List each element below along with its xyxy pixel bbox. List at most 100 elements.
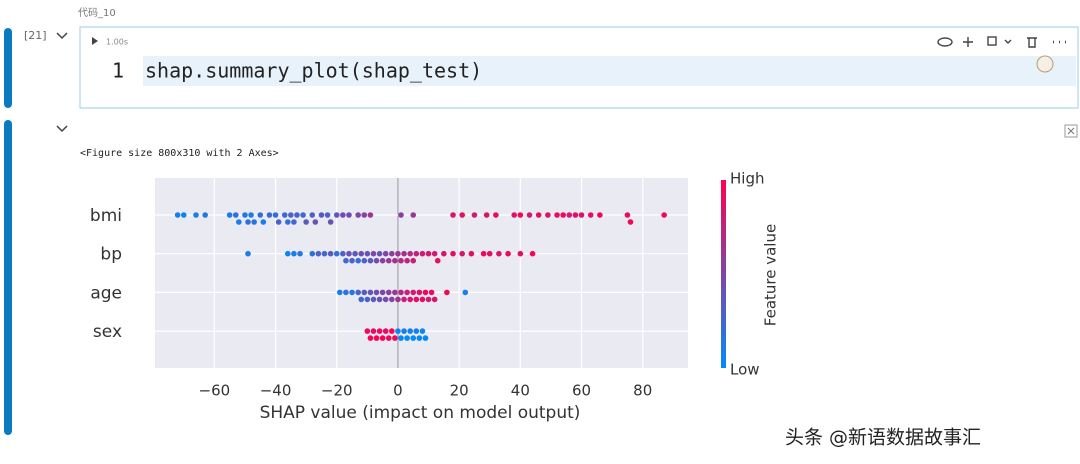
watermark: 头条 @新语数据故事汇	[785, 427, 981, 449]
dot	[284, 219, 291, 225]
dot	[370, 250, 377, 257]
dot	[419, 328, 426, 334]
dot	[202, 212, 208, 218]
dot	[364, 250, 371, 257]
dot	[517, 250, 524, 257]
dot	[493, 212, 499, 218]
dot	[349, 289, 355, 296]
dot	[468, 250, 475, 257]
dot	[480, 250, 487, 257]
dot	[385, 335, 392, 341]
dot	[349, 257, 355, 264]
dot	[343, 289, 349, 296]
dot	[364, 328, 371, 334]
dot	[361, 212, 368, 218]
dot	[572, 212, 579, 218]
dot	[232, 212, 239, 218]
output-bar	[4, 120, 12, 435]
dot	[431, 250, 438, 257]
dot	[300, 212, 306, 218]
dot	[382, 250, 389, 257]
x-tick-label: 60	[572, 382, 591, 400]
dot	[309, 212, 316, 218]
cell-label: 代码_10	[78, 7, 116, 19]
dot	[364, 296, 371, 303]
run-icon[interactable]	[92, 37, 98, 45]
dot	[389, 250, 395, 257]
dot	[174, 212, 181, 218]
dot	[333, 250, 340, 257]
dot	[281, 212, 288, 218]
dot	[266, 212, 273, 218]
dot	[333, 212, 340, 218]
dot	[462, 289, 469, 296]
dot	[459, 250, 465, 257]
dot	[471, 212, 478, 218]
dot	[376, 250, 383, 257]
dot	[431, 296, 438, 303]
dot	[661, 212, 667, 218]
assistant-icon[interactable]	[1036, 55, 1054, 73]
dot	[315, 250, 322, 257]
collapse-icon[interactable]	[56, 32, 68, 40]
dot	[496, 250, 502, 257]
dot	[450, 250, 456, 257]
dot	[358, 250, 365, 257]
dot	[398, 335, 404, 341]
line-number: 1	[112, 59, 124, 83]
dot	[407, 296, 413, 303]
colorbar	[721, 180, 726, 368]
collapse-icon[interactable]	[56, 125, 68, 133]
dot	[312, 219, 319, 225]
prompt: [21]	[24, 29, 47, 42]
dot	[355, 257, 361, 264]
dot	[180, 212, 187, 218]
dot	[398, 257, 404, 264]
dot	[367, 335, 374, 341]
dot	[193, 212, 199, 218]
dot	[284, 250, 291, 257]
dot	[382, 296, 389, 303]
dot	[401, 328, 407, 334]
dot	[587, 212, 594, 218]
dot	[367, 289, 374, 296]
dot	[309, 250, 316, 257]
dot	[450, 212, 456, 218]
dot	[251, 219, 257, 225]
dot	[392, 335, 398, 341]
dot	[410, 212, 417, 218]
dot	[413, 250, 420, 257]
dot	[370, 296, 377, 303]
menu-icon[interactable]	[1004, 39, 1012, 44]
dot	[352, 250, 358, 257]
dot	[321, 250, 328, 257]
colorbar-high: High	[730, 170, 764, 188]
dot	[422, 335, 429, 341]
dot	[361, 257, 368, 264]
dot	[327, 250, 334, 257]
delete-icon[interactable]	[1027, 37, 1037, 48]
x-tick-label: 0	[393, 382, 403, 400]
add-icon[interactable]	[963, 37, 973, 47]
dot	[578, 212, 585, 218]
y-tick-label: bp	[100, 245, 122, 265]
dot	[340, 212, 346, 218]
dot	[242, 212, 248, 218]
dot	[401, 250, 407, 257]
dot	[346, 212, 352, 218]
dot	[260, 219, 267, 225]
copy-icon[interactable]	[987, 36, 997, 46]
dot	[441, 250, 447, 257]
dot	[245, 219, 251, 225]
dot	[511, 212, 518, 218]
x-tick-label: −40	[260, 382, 292, 400]
dot	[358, 296, 365, 303]
cell-bar	[4, 28, 12, 108]
dot	[275, 219, 282, 225]
eye-icon[interactable]	[937, 37, 953, 47]
code-line: shap.summary_plot(shap_test)	[145, 59, 482, 83]
dot	[416, 289, 423, 296]
x-tick-label: 40	[511, 382, 530, 400]
dot	[404, 257, 410, 264]
